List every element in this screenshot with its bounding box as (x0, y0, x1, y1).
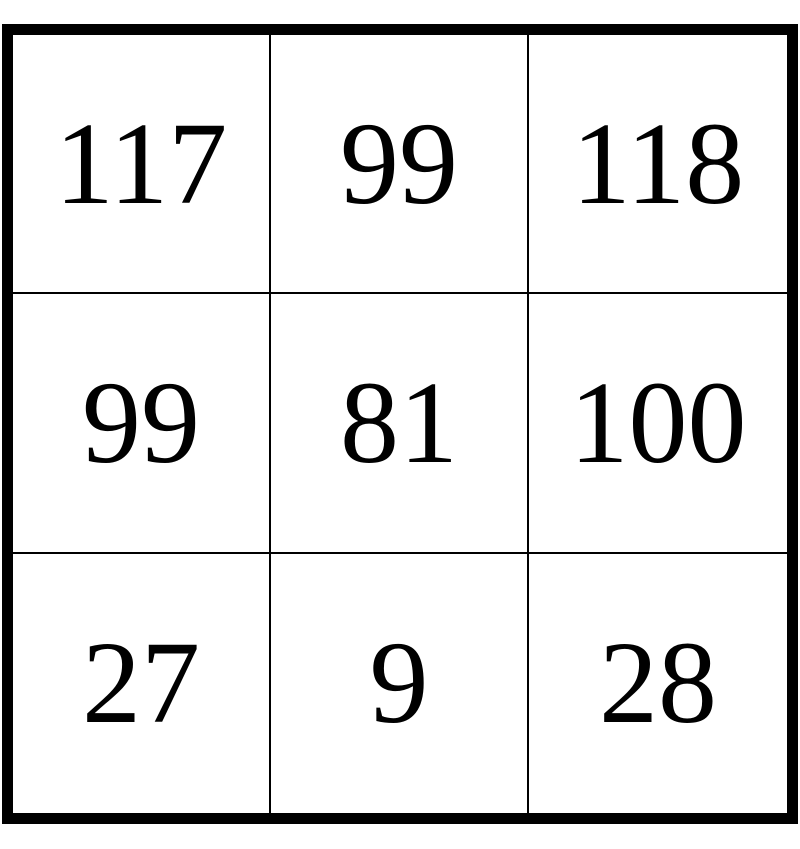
grid-cell: 100 (529, 294, 787, 554)
grid-cell: 28 (599, 617, 717, 749)
grid-cell: 27 (13, 553, 271, 813)
grid-cell: 99 (13, 294, 271, 554)
grid-cell: 99 (271, 35, 529, 295)
grid-cell: 118 (529, 35, 787, 295)
number-grid: 117 99 118 99 81 100 27 9 28 (2, 24, 798, 824)
grid-cell: 117 (13, 35, 271, 295)
grid-cell: 9 (271, 553, 529, 813)
grid-cell: 81 (271, 294, 529, 554)
